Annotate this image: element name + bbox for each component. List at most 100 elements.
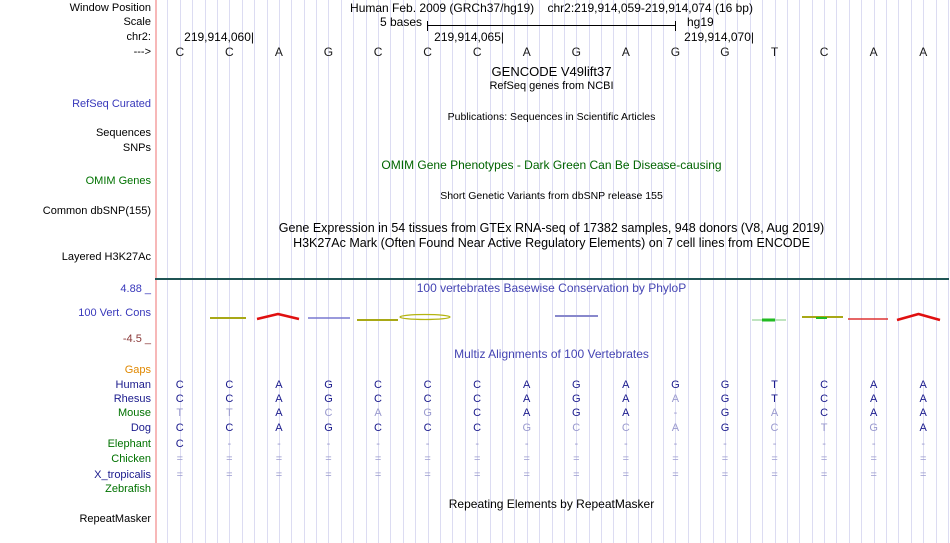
grid-line (464, 0, 466, 543)
grid-line (935, 0, 937, 543)
grid-line (353, 0, 355, 543)
grid-line (241, 0, 243, 543)
side-label-omim-genes[interactable]: OMIM Genes (85, 175, 151, 187)
alignment-base: A (622, 407, 630, 419)
species-label-dog[interactable]: Dog (130, 422, 151, 434)
alignment-base: C (225, 393, 234, 405)
track-title-multiz-alignments-of[interactable]: Multiz Alignments of 100 Vertebrates (454, 347, 649, 361)
grid-line (786, 0, 788, 543)
alignment-base: = (325, 469, 332, 481)
species-label-elephant[interactable]: Elephant (107, 438, 151, 450)
grid-line (192, 0, 194, 543)
grid-line (737, 0, 739, 543)
alignment-base: C (473, 393, 482, 405)
alignment-base: C (324, 407, 333, 419)
side-label-sequences[interactable]: Sequences (95, 127, 151, 139)
species-label-gaps[interactable]: Gaps (124, 364, 151, 376)
species-label-x-tropicalis[interactable]: X_tropicalis (94, 469, 151, 481)
scale-bar-left-tick (427, 21, 428, 31)
species-label-zebrafish[interactable]: Zebrafish (105, 483, 151, 495)
grid-line (910, 0, 912, 543)
alignment-base: A (919, 379, 927, 391)
coordinate-tick: 219,914,065| (434, 30, 504, 44)
track-title-refseq-genes-from[interactable]: RefSeq genes from NCBI (489, 80, 614, 92)
grid-line (724, 0, 726, 543)
alignment-base: = (672, 453, 679, 465)
track-title-omim-gene-phenotypes[interactable]: OMIM Gene Phenotypes - Dark Green Can Be… (381, 158, 722, 172)
alignment-base: - (772, 438, 777, 450)
alignment-base: = (424, 453, 431, 465)
grid-line (477, 0, 479, 543)
side-label-snps[interactable]: SNPs (122, 142, 151, 154)
alignment-base: C (423, 393, 432, 405)
alignment-base: G (423, 407, 432, 419)
species-label-human[interactable]: Human (115, 379, 151, 391)
alignment-base: A (275, 422, 283, 434)
grid-line (539, 0, 541, 543)
side-label-100-vert-cons[interactable]: 100 Vert. Cons (78, 307, 151, 319)
alignment-base: C (473, 407, 482, 419)
alignment-base: = (176, 469, 183, 481)
side-label-refseq-curated[interactable]: RefSeq Curated (72, 98, 151, 110)
alignment-base: - (921, 438, 926, 450)
grid-line (489, 0, 491, 543)
grid-line (179, 0, 181, 543)
grid-line (687, 0, 689, 543)
alignment-base: A (919, 422, 927, 434)
base-letter: A (522, 45, 531, 59)
species-label-mouse[interactable]: Mouse (117, 407, 151, 419)
alignment-base: T (225, 407, 233, 419)
alignment-base: C (225, 422, 234, 434)
wiggle-shape (896, 312, 941, 322)
species-label-rhesus[interactable]: Rhesus (113, 393, 151, 405)
alignment-base: G (324, 393, 333, 405)
track-title-h3k27ac-mark-often[interactable]: H3K27Ac Mark (Often Found Near Active Re… (293, 236, 810, 250)
side-label-layered-h3k27ac[interactable]: Layered H3K27Ac (61, 251, 151, 263)
grid-line (923, 0, 925, 543)
species-label-chicken[interactable]: Chicken (111, 453, 151, 465)
alignment-base: = (275, 453, 283, 465)
track-title-gene-expression-in[interactable]: Gene Expression in 54 tissues from GTEx … (278, 221, 825, 235)
base-letter: C (423, 45, 432, 59)
side-label-common-dbsnp-155[interactable]: Common dbSNP(155) (42, 205, 151, 217)
base-letter: G (720, 45, 730, 59)
grid-line (848, 0, 850, 543)
assembly-label: hg19 (687, 15, 714, 29)
alignment-base: - (871, 438, 876, 450)
track-title-100-vertebrates-basewise[interactable]: 100 vertebrates Basewise Conservation by… (416, 281, 687, 295)
track-separator (155, 278, 949, 280)
base-letter: T (770, 45, 779, 59)
alignment-base: A (622, 379, 630, 391)
alignment-base: = (523, 469, 530, 481)
grid-line (712, 0, 714, 543)
alignment-base: = (622, 453, 630, 465)
grid-line (551, 0, 553, 543)
alignment-base: C (423, 422, 432, 434)
side-label-repeatmasker[interactable]: RepeatMasker (79, 513, 151, 525)
track-title-short-genetic-variants[interactable]: Short Genetic Variants from dbSNP releas… (440, 190, 663, 202)
track-title-publications-sequences-in[interactable]: Publications: Sequences in Scientific Ar… (447, 111, 656, 123)
grid-line (663, 0, 665, 543)
grid-line (898, 0, 900, 543)
alignment-base: = (920, 453, 927, 465)
alignment-base: C (820, 379, 829, 391)
track-title-repeating-elements-by[interactable]: Repeating Elements by RepeatMasker (448, 497, 655, 511)
alignment-base: G (324, 379, 333, 391)
alignment-base: A (869, 407, 878, 419)
grid-line (427, 0, 429, 543)
alignment-base: = (473, 469, 481, 481)
base-letter: A (919, 45, 928, 59)
wiggle-shape (399, 313, 451, 321)
alignment-base: - (475, 438, 479, 450)
alignment-base: C (572, 422, 581, 434)
alignment-base: T (820, 422, 828, 434)
alignment-base: A (523, 393, 531, 405)
track-title-gencode-v49lift37[interactable]: GENCODE V49lift37 (491, 64, 612, 79)
alignment-base: = (275, 469, 283, 481)
grid-line (328, 0, 330, 543)
grid-line (675, 0, 677, 543)
grid-line (526, 0, 528, 543)
alignment-base: T (771, 379, 778, 391)
base-letter: G (571, 45, 581, 59)
